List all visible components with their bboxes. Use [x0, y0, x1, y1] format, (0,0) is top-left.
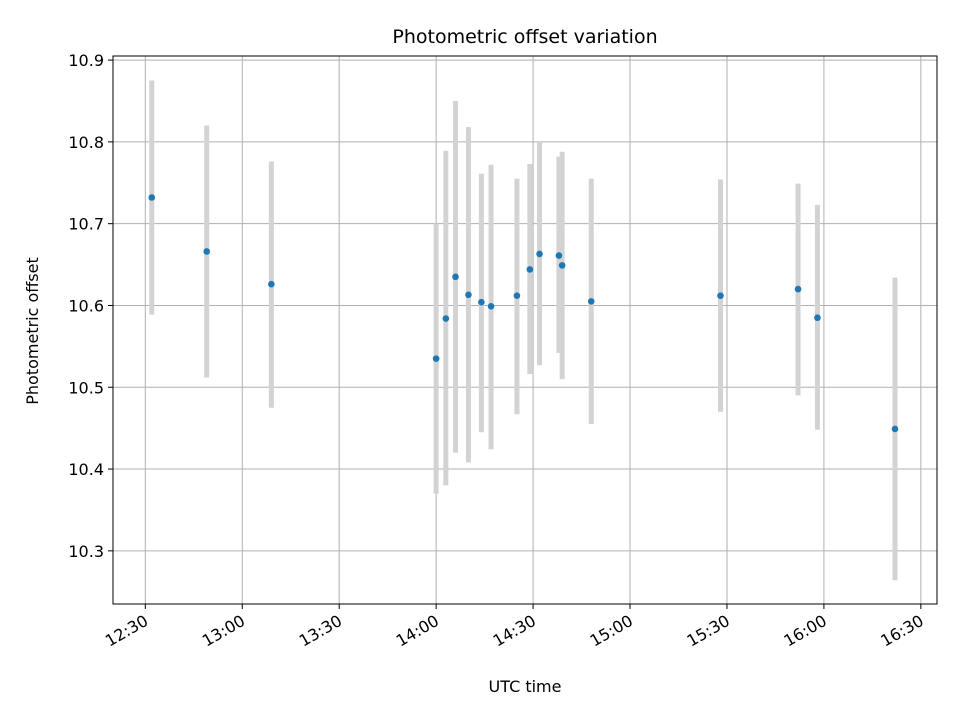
data-point [452, 273, 459, 281]
y-axis-ticks: 10.3 10.4 10.5 10.6 10.7 10.8 10.9 [68, 51, 113, 561]
y-tick-label: 10.8 [68, 133, 104, 152]
y-axis-label: Photometric offset [23, 257, 42, 405]
y-tick-label: 10.6 [68, 296, 104, 315]
chart-title: Photometric offset variation [392, 26, 657, 48]
data-point [442, 315, 450, 322]
data-point [148, 194, 156, 201]
y-tick-label: 10.3 [68, 542, 104, 561]
data-point [487, 302, 495, 310]
data-point [814, 314, 821, 322]
y-tick-label: 10.7 [68, 215, 104, 234]
data-point [513, 292, 521, 299]
y-tick-label: 10.9 [68, 51, 104, 70]
y-tick-label: 10.4 [68, 460, 104, 479]
data-point [794, 285, 802, 293]
data-point [478, 298, 485, 306]
data-point [891, 425, 899, 433]
data-point [465, 291, 472, 299]
data-point [558, 262, 566, 269]
data-point [587, 298, 595, 305]
data-point [536, 250, 543, 258]
data-point [526, 266, 534, 273]
data-point [555, 252, 563, 259]
data-point [268, 280, 275, 288]
y-tick-label: 10.5 [68, 378, 104, 397]
data-points [148, 194, 899, 433]
data-point [717, 292, 724, 299]
data-point [432, 355, 440, 362]
x-axis-label: UTC time [489, 677, 562, 696]
grid [113, 56, 937, 604]
plot-area-frame [112, 55, 938, 605]
data-point [203, 248, 211, 255]
